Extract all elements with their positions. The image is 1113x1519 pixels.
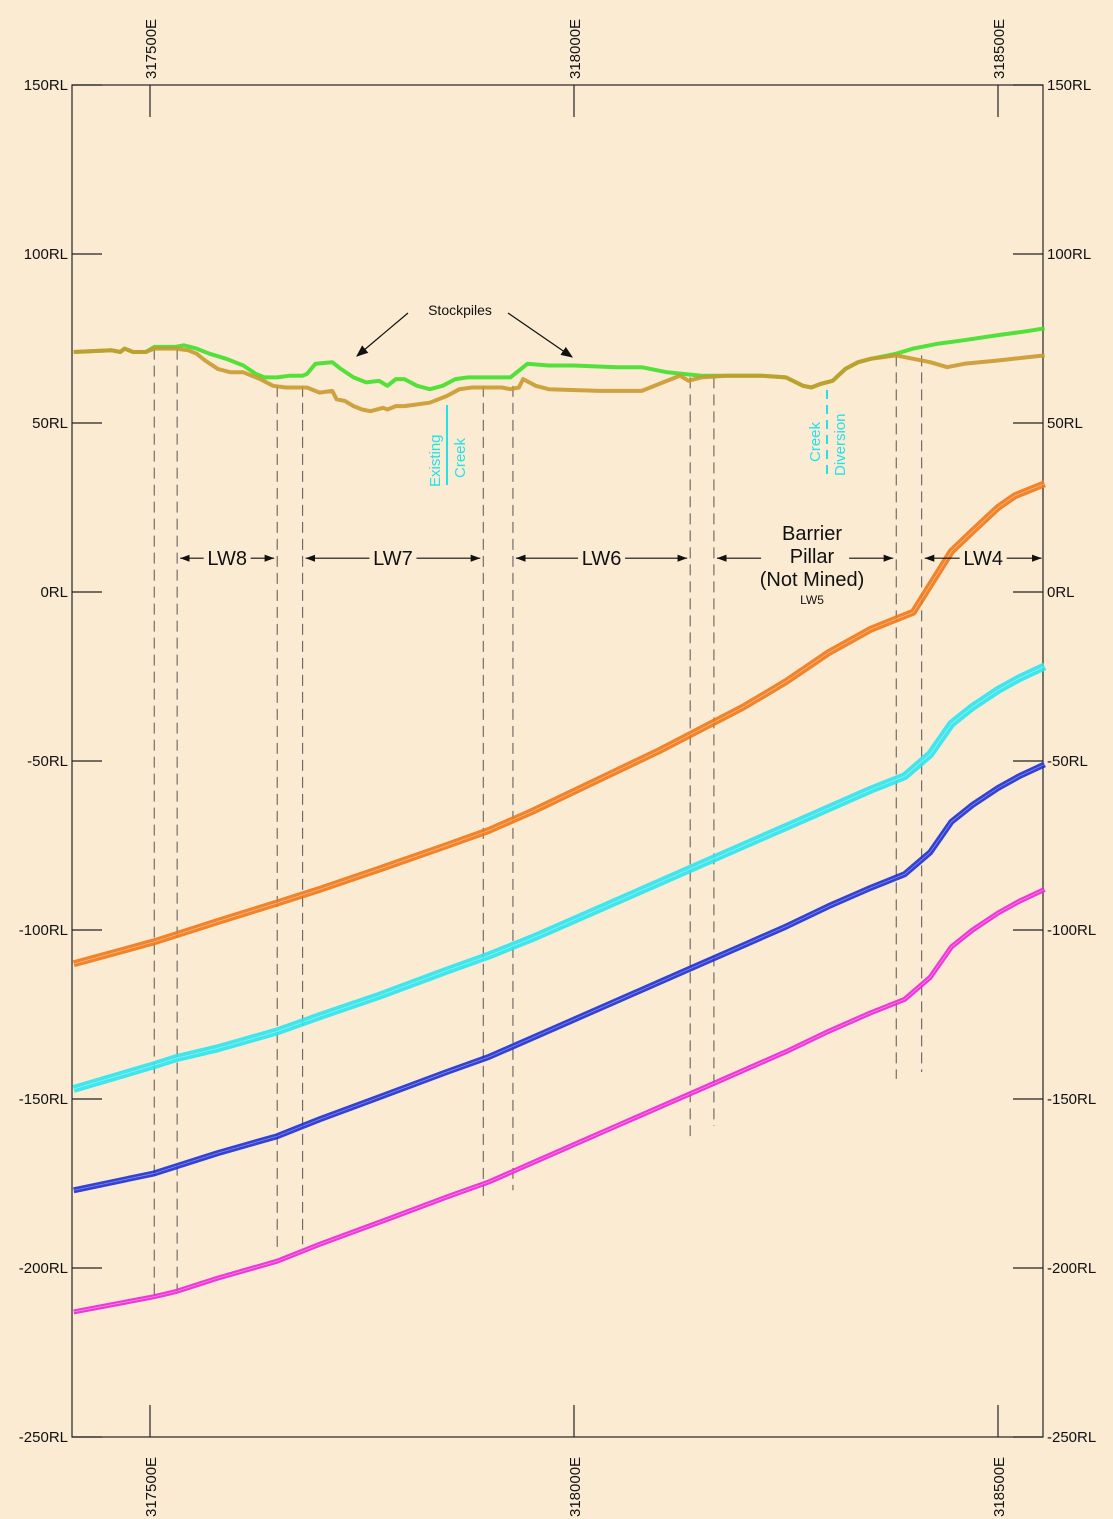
y-tick-label-left: 150RL — [24, 77, 68, 94]
panel-label-lw4: LW4 — [963, 548, 1003, 570]
stockpiles-label: Stockpiles — [428, 302, 492, 318]
y-tick-label-right: 50RL — [1047, 415, 1083, 432]
y-tick-label-right: -150RL — [1047, 1091, 1096, 1108]
x-tick-label-top: 318500E — [991, 19, 1008, 79]
y-tick-label-left: -200RL — [19, 1260, 68, 1277]
creek-diversion-label-1: Creek — [807, 421, 824, 462]
y-tick-label-right: -200RL — [1047, 1260, 1096, 1277]
y-tick-label-left: 50RL — [32, 415, 68, 432]
series-seam-blue — [73, 761, 1046, 1194]
series-seam-magenta — [73, 887, 1046, 1315]
y-tick-label-left: -100RL — [19, 922, 68, 939]
y-tick-label-right: -100RL — [1047, 922, 1096, 939]
barrier-label-line3: (Not Mined) — [760, 569, 864, 591]
x-tick-label-bottom: 317500E — [143, 1457, 160, 1517]
existing-creek-label-2: Creek — [452, 437, 469, 478]
panel-label-lw6: LW6 — [582, 548, 622, 570]
x-tick-label-top: 318000E — [567, 19, 584, 79]
stockpiles-annotation: Stockpiles — [356, 302, 573, 358]
y-tick-label-right: 150RL — [1047, 77, 1091, 94]
series-surface-upper — [73, 326, 1045, 392]
x-tick-label-bottom: 318000E — [567, 1457, 584, 1517]
plot-area — [71, 84, 1044, 1438]
stockpiles-arrow-right — [507, 312, 573, 358]
panel-label-lw7: LW7 — [373, 548, 413, 570]
series-seam-cyan-highlight — [73, 666, 1045, 1090]
y-tick-label-left: -250RL — [19, 1429, 68, 1446]
y-tick-label-right: 0RL — [1047, 584, 1075, 601]
barrier-label-line1: Barrier — [782, 523, 842, 545]
panel-labels: LW8 LW7 LW6 LW4 — [180, 548, 1042, 570]
existing-creek-annotation: Existing Creek — [427, 405, 469, 487]
y-tick-label-left: -150RL — [19, 1091, 68, 1108]
panel-label-lw8: LW8 — [207, 548, 247, 570]
creek-diversion-label-2: Diversion — [832, 413, 849, 476]
stockpiles-arrow-left — [356, 312, 409, 357]
series-seam-magenta-highlight — [73, 889, 1045, 1313]
x-tick-label-bottom: 318500E — [991, 1457, 1008, 1517]
series-layer — [72, 326, 1047, 1315]
y-tick-label-right: -50RL — [1047, 753, 1088, 770]
series-seam-orange — [72, 480, 1046, 968]
existing-creek-label-1: Existing — [427, 434, 444, 487]
panel-boundary-lines — [153, 348, 923, 1296]
barrier-pillar-annotation: Barrier Pillar (Not Mined) LW5 — [760, 523, 864, 607]
series-seam-blue-highlight — [73, 764, 1045, 1191]
y-tick-label-left: -50RL — [27, 753, 68, 770]
axis-ticks: 150RL 150RL 100RL 100RL 50RL 50RL 0RL 0RL -50RL -… — [19, 19, 1096, 1517]
y-tick-label-left: 100RL — [24, 246, 68, 263]
creek-diversion-annotation: Creek Diversion — [807, 390, 849, 476]
y-tick-label-left: 0RL — [40, 584, 68, 601]
y-tick-label-right: 100RL — [1047, 246, 1091, 263]
y-tick-label-right: -250RL — [1047, 1429, 1096, 1446]
barrier-sub-label: LW5 — [800, 593, 824, 607]
x-tick-label-top: 317500E — [143, 19, 160, 79]
series-seam-orange-highlight — [73, 483, 1045, 965]
series-surface-lower — [73, 346, 1045, 414]
series-seam-cyan — [72, 662, 1047, 1093]
barrier-label-line2: Pillar — [790, 546, 835, 568]
